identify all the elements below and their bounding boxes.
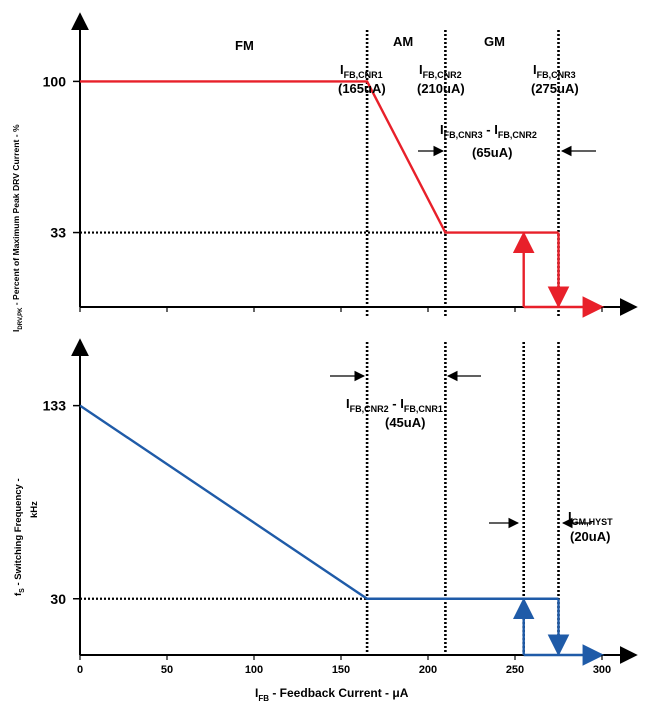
- bottom-series-line: [79, 404, 559, 600]
- x-tick-label-0: 0: [77, 664, 83, 676]
- bottom-guides: [80, 342, 560, 652]
- bottom-y-ticks: 133 30: [43, 398, 80, 607]
- top-y-ticks: 100 33: [43, 73, 80, 241]
- threshold-label-cnr3: IFB,CNR3: [533, 62, 576, 80]
- bottom-y-tick-label-30: 30: [50, 591, 66, 607]
- delta-cnr2-cnr1-value: (45uA): [385, 415, 425, 430]
- region-label-fm: FM: [235, 38, 254, 53]
- threshold-label-cnr2: IFB,CNR2: [419, 62, 462, 80]
- bottom-y-tick-label-133: 133: [43, 398, 67, 414]
- region-label-gm: GM: [484, 34, 505, 49]
- region-label-am: AM: [393, 34, 413, 49]
- bottom-series: [79, 404, 605, 666]
- x-tick-label-300: 300: [593, 664, 611, 676]
- delta-cnr3-cnr2: IFB,CNR3 - IFB,CNR2 (65uA): [418, 122, 596, 160]
- x-tick-label-50: 50: [161, 664, 173, 676]
- top-axes: [71, 12, 638, 316]
- threshold-labels: IFB,CNR1 (165uA) IFB,CNR2 (210uA) IFB,CN…: [338, 62, 579, 96]
- x-tick-label-150: 150: [332, 664, 350, 676]
- hysteresis-value: (20uA): [570, 529, 610, 544]
- hysteresis-label-group: IGM,HYST (20uA): [489, 509, 613, 544]
- hysteresis-label: IGM,HYST: [568, 509, 613, 527]
- top-y-tick-label-100: 100: [43, 73, 67, 89]
- threshold-value-cnr2: (210uA): [417, 81, 465, 96]
- bottom-y-axis-title-line1: fS - Switching Frequency -: [13, 478, 26, 596]
- top-y-tick-label-33: 33: [50, 225, 66, 241]
- threshold-value-cnr1: (165uA): [338, 81, 386, 96]
- x-ticks: 0 50 100 150 200 250 300: [77, 307, 611, 676]
- threshold-value-cnr3: (275uA): [531, 81, 579, 96]
- bottom-y-axis-title-line2: kHz: [29, 501, 40, 518]
- x-tick-label-200: 200: [419, 664, 437, 676]
- delta-cnr2-cnr1: IFB,CNR2 - IFB,CNR1 (45uA): [330, 370, 481, 430]
- top-guides: [80, 30, 560, 318]
- top-series: [80, 80, 605, 318]
- top-y-axis-title: IDRV,PK - Percent of Maximum Peak DRV Cu…: [11, 124, 24, 332]
- x-axis-title: IFB - Feedback Current - μA: [255, 686, 409, 703]
- x-tick-label-100: 100: [245, 664, 263, 676]
- threshold-label-cnr1: IFB,CNR1: [340, 62, 383, 80]
- top-series-line: [80, 80, 559, 234]
- bottom-axes: [71, 338, 638, 664]
- delta-cnr2-cnr1-label: IFB,CNR2 - IFB,CNR1: [346, 396, 443, 414]
- x-tick-label-250: 250: [506, 664, 524, 676]
- delta-cnr3-cnr2-value: (65uA): [472, 145, 512, 160]
- delta-cnr3-cnr2-label: IFB,CNR3 - IFB,CNR2: [440, 122, 537, 140]
- bottom-y-axis-title: fS - Switching Frequency - kHz: [13, 478, 40, 596]
- region-labels: FM AM GM: [235, 34, 505, 53]
